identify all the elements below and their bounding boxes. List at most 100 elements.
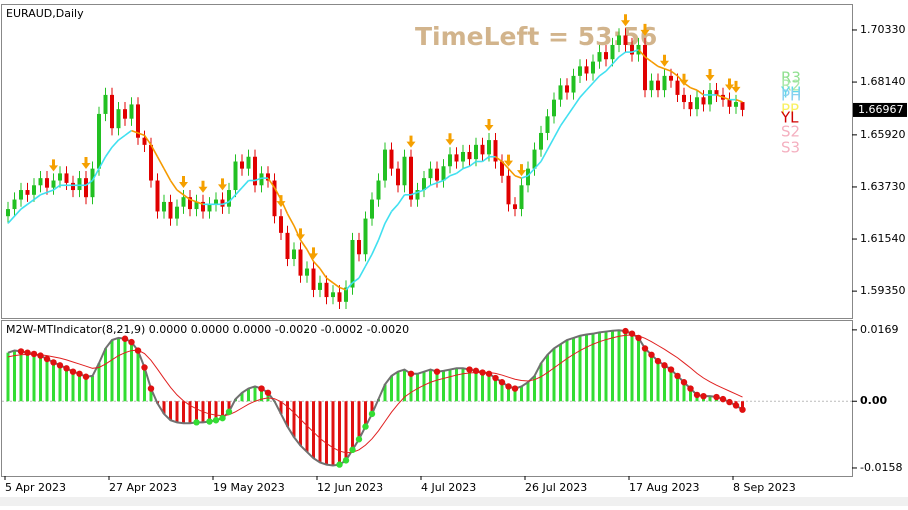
- ma-segment: [85, 179, 93, 186]
- histogram-dot: [24, 349, 31, 356]
- histogram-dot: [641, 345, 649, 352]
- x-tick-label: 17 Aug 2023: [629, 481, 699, 494]
- ma-segment: [131, 129, 139, 134]
- candle-body: [604, 52, 608, 60]
- y-tick-label: -0.0158: [860, 461, 902, 474]
- ma-segment: [410, 191, 418, 196]
- ma-segment: [118, 134, 126, 141]
- histogram-dot: [264, 389, 272, 396]
- signal-arrow: [179, 176, 188, 189]
- histogram-bar: [143, 367, 146, 402]
- histogram-bar: [416, 373, 419, 402]
- ma-segment: [326, 277, 334, 284]
- x-tick-label: 12 Jun 2023: [317, 481, 383, 494]
- candle-body: [727, 99, 732, 107]
- ma-segment: [176, 189, 184, 196]
- candle-body: [298, 249, 303, 276]
- y-tick-label: 1.68140: [860, 75, 906, 88]
- candle-body: [305, 268, 309, 276]
- histogram-dot: [342, 457, 350, 464]
- ma-segment: [163, 168, 172, 181]
- ma-segment: [696, 89, 704, 96]
- candle-body: [474, 144, 478, 160]
- ma-segment: [611, 56, 620, 65]
- candle-body: [526, 168, 530, 186]
- candle-body: [558, 85, 563, 100]
- ma-segment: [644, 56, 652, 63]
- histogram-bar: [286, 401, 289, 427]
- candle-body: [734, 102, 738, 107]
- ma-segment: [735, 98, 743, 103]
- candle-body: [266, 173, 270, 181]
- histogram-bar: [357, 401, 361, 440]
- histogram-bar: [214, 401, 218, 421]
- histogram-dot: [726, 398, 733, 406]
- candle-body: [97, 113, 101, 169]
- ma-segment: [371, 239, 380, 255]
- histogram-bar: [669, 369, 673, 402]
- histogram-dot: [433, 368, 441, 375]
- signal-arrow: [198, 180, 208, 193]
- candle-body: [123, 109, 127, 119]
- histogram-bar: [442, 370, 445, 402]
- candle-body: [246, 156, 251, 169]
- candle-body: [71, 182, 75, 191]
- ma-segment: [546, 137, 555, 150]
- histogram-bar: [292, 401, 296, 438]
- candle-body: [181, 197, 186, 207]
- candle-body: [259, 173, 264, 186]
- ma-segment: [254, 177, 262, 182]
- ma-segment: [495, 156, 503, 163]
- histogram-bar: [403, 369, 406, 402]
- histogram-bar: [253, 386, 257, 402]
- candle-body: [701, 97, 706, 105]
- candle-body: [623, 35, 628, 45]
- histogram-dot: [206, 418, 213, 425]
- pivot-label: PH: [781, 87, 801, 105]
- candle-body: [149, 144, 153, 181]
- candle-body: [207, 204, 212, 212]
- histogram-bar: [351, 401, 354, 450]
- histogram-bar: [507, 386, 510, 402]
- candle-body: [435, 168, 439, 181]
- ma-segment: [722, 96, 730, 101]
- ma-segment: [592, 75, 601, 84]
- histogram-bar: [331, 401, 335, 466]
- ma-segment: [13, 208, 22, 217]
- y-tick-label: 1.61540: [860, 232, 906, 245]
- histogram-bar: [279, 401, 283, 414]
- candle-body: [617, 35, 621, 45]
- ma-segment: [690, 87, 698, 91]
- histogram-dot: [56, 362, 64, 369]
- histogram-dot: [466, 366, 473, 373]
- candle-body: [110, 94, 114, 129]
- histogram-bar: [520, 386, 523, 402]
- ma-segment: [7, 215, 16, 224]
- histogram-bar: [78, 373, 81, 402]
- candle-body: [532, 149, 537, 169]
- candle-body: [32, 185, 36, 195]
- ma-segment: [657, 65, 665, 70]
- ma-segment: [20, 203, 28, 210]
- ma-segment: [514, 175, 522, 179]
- histogram-bar: [611, 330, 614, 402]
- histogram-dot: [225, 408, 233, 416]
- ma-segment: [540, 149, 549, 162]
- histogram-bar: [364, 401, 367, 427]
- status-strip: [0, 497, 908, 506]
- ma-segment: [605, 63, 614, 72]
- histogram-dot: [193, 419, 200, 426]
- candle-body: [344, 287, 348, 302]
- candle-body: [357, 239, 361, 255]
- candle-body: [552, 99, 556, 117]
- candle-body: [103, 94, 108, 114]
- ma-segment: [234, 187, 243, 196]
- histogram-bar: [448, 369, 452, 402]
- candle-body: [12, 199, 17, 210]
- ma-segment: [111, 139, 120, 148]
- histogram-dot: [69, 368, 77, 375]
- y-tick-label: 1.63730: [860, 180, 906, 193]
- histogram-dot: [212, 417, 220, 424]
- candle-body: [58, 173, 62, 181]
- ma-segment: [91, 168, 100, 181]
